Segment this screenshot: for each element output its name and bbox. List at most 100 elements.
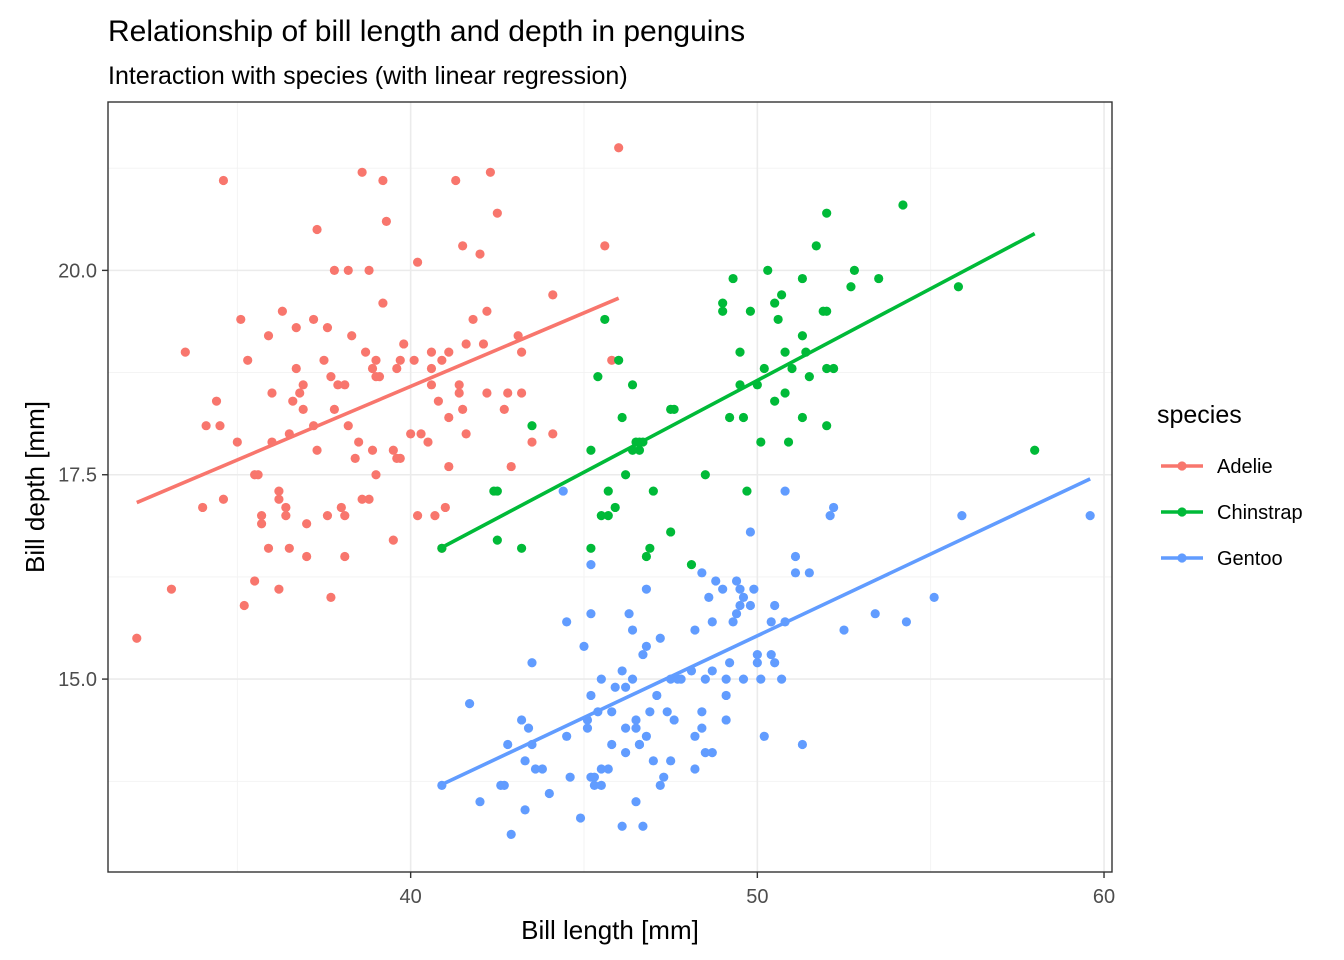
gentoo-point [752, 658, 762, 668]
adelie-point [492, 208, 502, 218]
adelie-point [600, 241, 610, 251]
chinstrap-point [437, 543, 447, 553]
gentoo-point [957, 511, 967, 521]
adelie-point [381, 216, 391, 226]
adelie-point [350, 453, 360, 463]
adelie-point [395, 355, 405, 365]
gentoo-point [621, 723, 631, 733]
chinstrap-point [648, 486, 658, 496]
adelie-point [395, 453, 405, 463]
chinstrap-point [898, 200, 908, 210]
regression-lines [136, 232, 1091, 787]
adelie-point [378, 298, 388, 308]
adelie-point [423, 437, 433, 447]
adelie-point [354, 437, 364, 447]
chinstrap-point [593, 372, 603, 382]
y-axis-label: Bill depth [mm] [20, 401, 50, 573]
gentoo-point [725, 658, 735, 668]
gentoo-point [586, 609, 596, 619]
gentoo-point [586, 560, 596, 570]
adelie-point [298, 404, 308, 414]
gentoo-point [638, 649, 648, 660]
adelie-point [440, 502, 450, 513]
gentoo-point [520, 805, 530, 815]
gentoo-point [790, 551, 801, 562]
gentoo-point [690, 764, 700, 774]
gentoo-point [544, 788, 554, 799]
chinstrap-point [801, 347, 811, 357]
adelie-point [364, 494, 374, 504]
adelie-point [291, 363, 301, 374]
adelie-point [499, 404, 509, 414]
adelie-point [333, 380, 343, 390]
gentoo-point [749, 584, 759, 594]
adelie-point [482, 306, 492, 316]
chinstrap-point [777, 290, 787, 300]
chinstrap-point [666, 527, 676, 537]
gentoo-point [627, 674, 638, 684]
x-axis-ticks: 40 50 60 [400, 872, 1115, 908]
adelie-point [322, 511, 333, 521]
adelie-point [343, 421, 353, 431]
chinstrap-legend-dot [1177, 507, 1187, 517]
gentoo-point [586, 690, 596, 701]
chinstrap-point [728, 273, 738, 284]
gentoo-point [666, 756, 676, 766]
y-tick-label: 15.0 [58, 669, 97, 691]
chinstrap-point [492, 486, 502, 496]
gentoo-point [582, 715, 593, 725]
chinstrap-point [645, 543, 655, 553]
gentoo-point [582, 723, 593, 733]
adelie-point [218, 494, 229, 504]
gentoo-point [721, 690, 731, 701]
gentoo-point [499, 780, 509, 790]
adelie-point [458, 241, 468, 251]
adelie-point [329, 404, 339, 414]
chinstrap-point [759, 363, 769, 374]
chinstrap-point [797, 412, 808, 423]
gentoo-point [770, 658, 780, 668]
gentoo-point [777, 674, 787, 684]
chinstrap-point [686, 560, 697, 570]
adelie-point [367, 363, 378, 374]
gentoo-point [929, 592, 939, 602]
gentoo-point [707, 748, 717, 758]
adelie-point [360, 347, 371, 357]
chinstrap-point [780, 347, 790, 357]
grid [108, 102, 1112, 872]
gentoo-point [603, 764, 613, 774]
chinstrap-point [600, 314, 610, 325]
gentoo-point [530, 764, 541, 774]
gentoo-point [690, 731, 700, 741]
adelie-point [329, 265, 339, 275]
chinstrap-point [718, 298, 728, 308]
chinstrap-point [770, 396, 780, 406]
y-tick-label: 17.5 [58, 465, 97, 487]
chinstrap-point [725, 412, 735, 423]
adelie-point [357, 167, 367, 177]
gentoo-point [790, 568, 801, 578]
gentoo-point [464, 699, 475, 709]
adelie-point [218, 175, 229, 186]
gentoo-point [596, 674, 606, 684]
adelie-point [243, 355, 253, 365]
adelie-point [340, 380, 350, 390]
adelie-point [516, 347, 527, 357]
gentoo-legend-label: Gentoo [1217, 548, 1283, 570]
legend-title: species [1157, 401, 1242, 429]
adelie-point [451, 175, 461, 186]
gentoo-point [648, 756, 658, 766]
gentoo-point [728, 617, 738, 627]
adelie-point [263, 543, 274, 553]
gentoo-point [506, 829, 516, 839]
gentoo-point [870, 609, 880, 619]
adelie-point [485, 167, 495, 177]
chart-subtitle: Interaction with species (with linear re… [108, 62, 628, 90]
adelie-point [513, 331, 523, 341]
adelie-point [458, 404, 468, 414]
adelie-point [506, 461, 516, 472]
adelie-point [274, 494, 284, 504]
adelie-legend-label: Adelie [1217, 456, 1273, 478]
gentoo-point [721, 715, 731, 725]
chinstrap-point [846, 282, 856, 292]
